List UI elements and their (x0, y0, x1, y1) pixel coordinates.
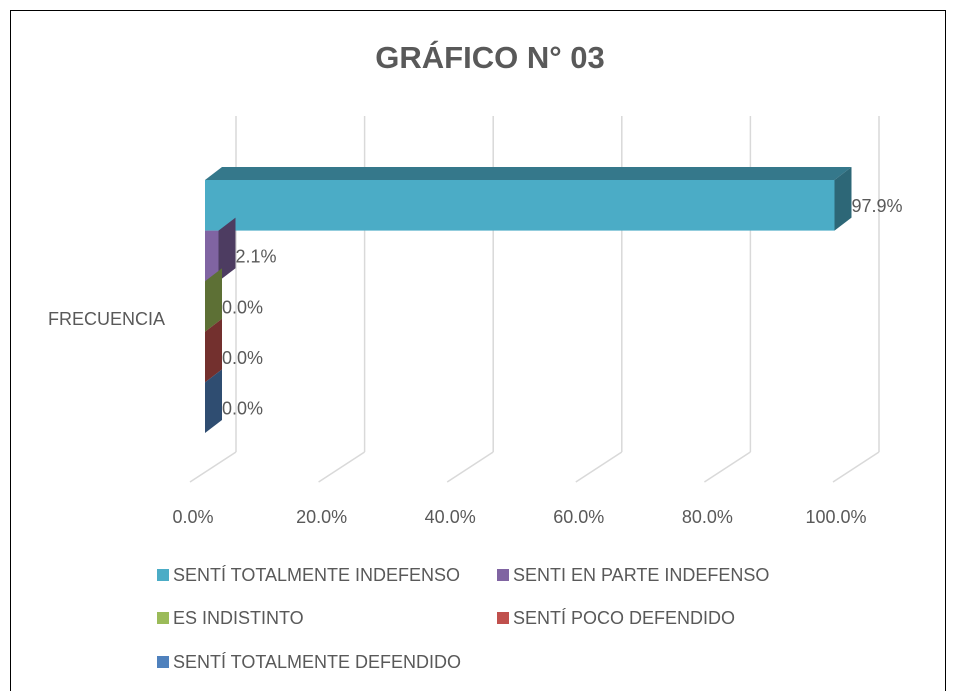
legend-swatch (497, 612, 509, 624)
bar-side-face (218, 217, 236, 282)
bar (205, 167, 852, 231)
legend-label: SENTÍ POCO DEFENDIDO (513, 608, 735, 628)
legend-swatch (157, 569, 169, 581)
bar-side-face (834, 167, 852, 231)
x-tick-label: 40.0% (425, 507, 476, 527)
data-label: 0.0% (222, 348, 263, 368)
bar (205, 318, 222, 383)
x-tick-label: 80.0% (682, 507, 733, 527)
floor-grid-line (832, 451, 880, 483)
bar-top-face (205, 167, 852, 180)
legend-swatch (157, 612, 169, 624)
legend-label: ES INDISTINTO (173, 608, 304, 628)
bar (205, 369, 222, 433)
floor-grid-line (575, 451, 623, 483)
data-label: 97.9% (851, 196, 902, 216)
data-label: 0.0% (222, 297, 263, 317)
floor-grid-line (703, 451, 751, 483)
legend-swatch (497, 569, 509, 581)
bar-side-face (205, 268, 222, 332)
data-label: 0.0% (222, 398, 263, 418)
x-tick-label: 0.0% (172, 507, 213, 527)
bar-front-face (205, 180, 835, 231)
floor-grid-line (189, 451, 237, 483)
bar-front-face (205, 230, 219, 282)
x-tick-label: 20.0% (296, 507, 347, 527)
bar (205, 217, 236, 282)
bar-side-face (205, 318, 222, 383)
x-tick-label: 60.0% (553, 507, 604, 527)
floor-grid-line (446, 451, 494, 483)
floor-grid-line (318, 451, 366, 483)
legend-label: SENTÍ TOTALMENTE DEFENDIDO (173, 652, 461, 672)
bar-side-face (205, 369, 222, 433)
legend-label: SENTI EN PARTE INDEFENSO (513, 565, 769, 585)
chart-border (10, 10, 946, 691)
legend-label: SENTÍ TOTALMENTE INDEFENSO (173, 565, 460, 585)
chart-title: GRÁFICO N° 03 (375, 40, 604, 75)
bar (205, 268, 222, 332)
x-tick-label: 100.0% (805, 507, 866, 527)
y-category-label: FRECUENCIA (48, 309, 165, 329)
data-label: 2.1% (236, 247, 277, 267)
legend-swatch (157, 656, 169, 668)
